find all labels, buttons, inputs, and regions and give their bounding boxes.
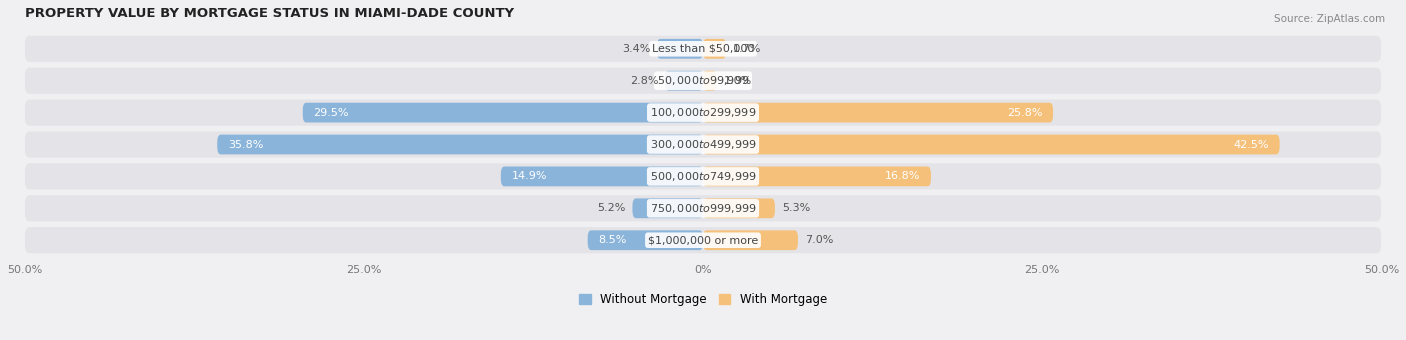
Text: 2.8%: 2.8%	[630, 76, 658, 86]
FancyBboxPatch shape	[703, 230, 799, 250]
FancyBboxPatch shape	[633, 199, 703, 218]
FancyBboxPatch shape	[501, 167, 703, 186]
FancyBboxPatch shape	[703, 39, 725, 59]
Text: 25.8%: 25.8%	[1007, 107, 1042, 118]
Text: Less than $50,000: Less than $50,000	[652, 44, 754, 54]
FancyBboxPatch shape	[703, 199, 775, 218]
FancyBboxPatch shape	[657, 39, 703, 59]
Text: 16.8%: 16.8%	[884, 171, 920, 182]
Text: 1.7%: 1.7%	[733, 44, 761, 54]
FancyBboxPatch shape	[703, 135, 1279, 154]
Text: PROPERTY VALUE BY MORTGAGE STATUS IN MIAMI-DADE COUNTY: PROPERTY VALUE BY MORTGAGE STATUS IN MIA…	[24, 7, 513, 20]
Text: $1,000,000 or more: $1,000,000 or more	[648, 235, 758, 245]
Text: 14.9%: 14.9%	[512, 171, 547, 182]
Text: 3.4%: 3.4%	[621, 44, 650, 54]
Text: 7.0%: 7.0%	[804, 235, 834, 245]
Text: $50,000 to $99,999: $50,000 to $99,999	[657, 74, 749, 87]
Text: $100,000 to $299,999: $100,000 to $299,999	[650, 106, 756, 119]
Text: 5.3%: 5.3%	[782, 203, 810, 213]
FancyBboxPatch shape	[302, 103, 703, 122]
FancyBboxPatch shape	[24, 132, 1382, 158]
FancyBboxPatch shape	[703, 103, 1053, 122]
FancyBboxPatch shape	[218, 135, 703, 154]
FancyBboxPatch shape	[24, 36, 1382, 62]
Text: 8.5%: 8.5%	[599, 235, 627, 245]
Text: 42.5%: 42.5%	[1233, 139, 1268, 150]
Text: Source: ZipAtlas.com: Source: ZipAtlas.com	[1274, 14, 1385, 23]
Text: $750,000 to $999,999: $750,000 to $999,999	[650, 202, 756, 215]
Text: 5.2%: 5.2%	[598, 203, 626, 213]
FancyBboxPatch shape	[703, 71, 717, 90]
Text: 1.0%: 1.0%	[723, 76, 752, 86]
Text: 29.5%: 29.5%	[314, 107, 349, 118]
FancyBboxPatch shape	[24, 227, 1382, 253]
Text: $300,000 to $499,999: $300,000 to $499,999	[650, 138, 756, 151]
Text: $500,000 to $749,999: $500,000 to $749,999	[650, 170, 756, 183]
FancyBboxPatch shape	[588, 230, 703, 250]
FancyBboxPatch shape	[665, 71, 703, 90]
FancyBboxPatch shape	[703, 167, 931, 186]
FancyBboxPatch shape	[24, 195, 1382, 221]
Legend: Without Mortgage, With Mortgage: Without Mortgage, With Mortgage	[579, 293, 827, 306]
FancyBboxPatch shape	[24, 100, 1382, 126]
Text: 35.8%: 35.8%	[228, 139, 263, 150]
FancyBboxPatch shape	[24, 68, 1382, 94]
FancyBboxPatch shape	[24, 163, 1382, 189]
